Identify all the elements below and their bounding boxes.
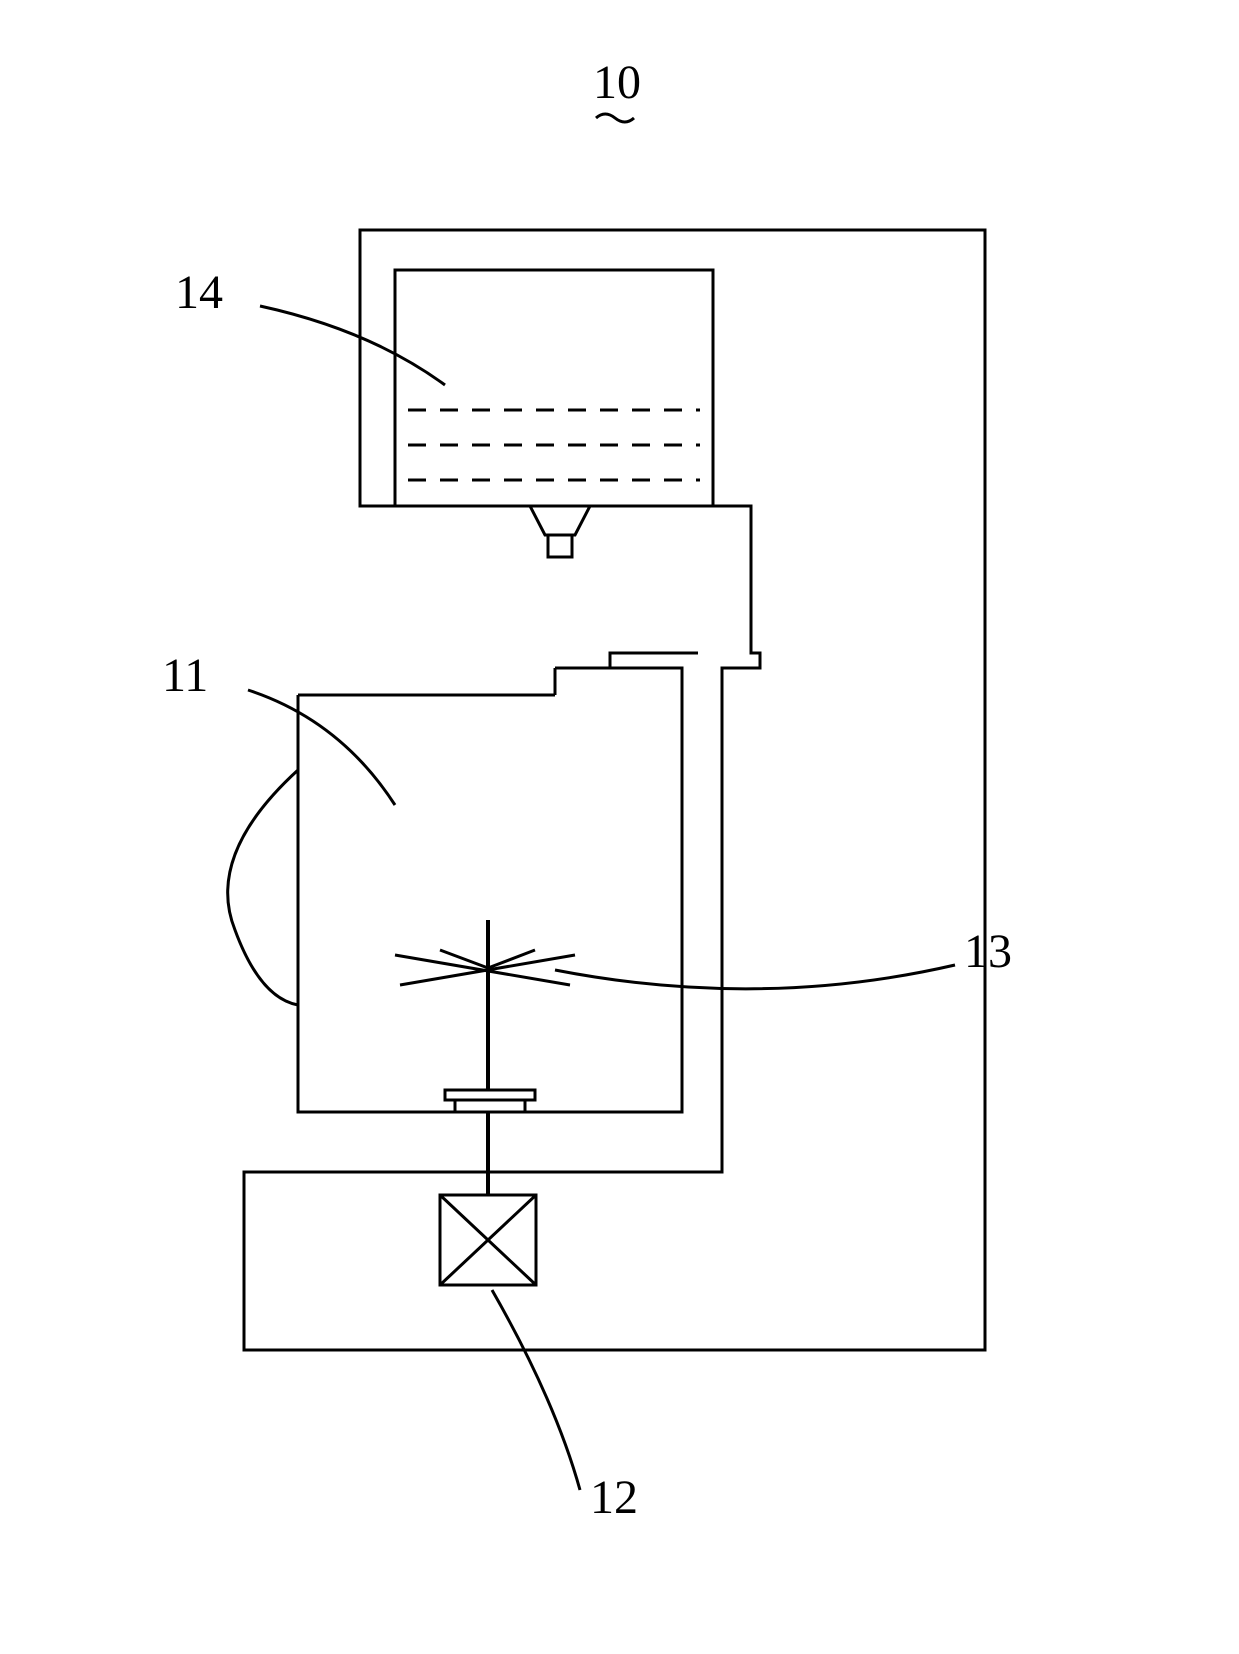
label-container: 11 (162, 648, 208, 703)
label-blade: 13 (964, 924, 1012, 979)
label-assembly: 10 (593, 55, 641, 110)
technical-diagram (0, 0, 1239, 1654)
label-motor: 12 (590, 1470, 638, 1525)
label-hopper: 14 (175, 265, 223, 320)
